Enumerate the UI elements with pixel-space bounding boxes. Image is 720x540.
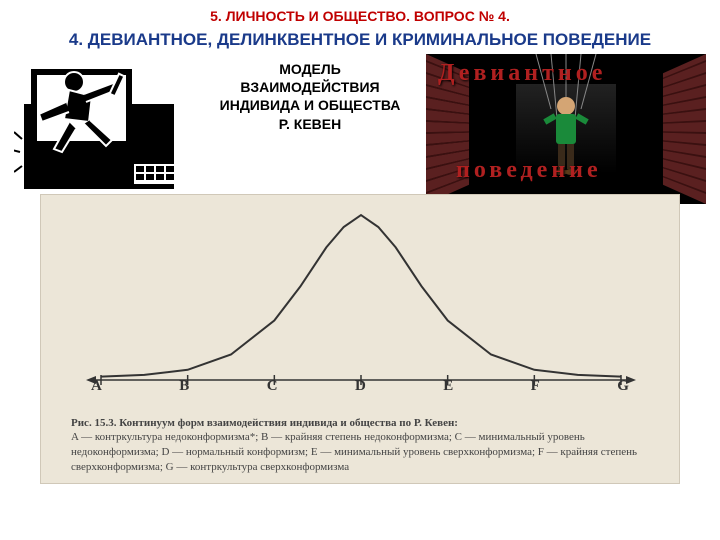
center-caption: МОДЕЛЬ ВЗАИМОДЕЙСТВИЯ ИНДИВИДА И ОБЩЕСТВ…: [215, 54, 405, 133]
left-illustration: [14, 54, 194, 204]
caption-title: Рис. 15.3. Континуум форм взаимодействия…: [71, 417, 458, 429]
tick-label: E: [443, 378, 453, 395]
images-row: МОДЕЛЬ ВЗАИМОДЕЙСТВИЯ ИНДИВИДА И ОБЩЕСТВ…: [0, 54, 720, 204]
right-illustration: Девиантное поведение: [426, 54, 706, 204]
bell-curve-chart: A B C D E F G Рис. 15.3. Континуум форм взаимо…: [40, 194, 680, 484]
tick-label: C: [267, 378, 278, 395]
tick-label: B: [179, 378, 189, 395]
tick-label: A: [91, 378, 102, 395]
overlay-text-bottom: поведение: [456, 157, 602, 184]
page-title: 4. ДЕВИАНТНОЕ, ДЕЛИНКВЕНТНОЕ И КРИМИНАЛЬ…: [0, 24, 720, 54]
axis-labels: A B C D E F G: [41, 378, 679, 395]
tick-label: D: [355, 378, 366, 395]
overlay-text-top: Девиантное: [438, 60, 606, 87]
section-header: 5. ЛИЧНОСТЬ И ОБЩЕСТВО. ВОПРОС № 4.: [0, 0, 720, 24]
tick-label: F: [531, 378, 540, 395]
caption-body: A — контркультура недоконформизма*; B — …: [71, 431, 637, 473]
chart-caption: Рис. 15.3. Континуум форм взаимодействия…: [71, 416, 649, 475]
tick-label: G: [617, 378, 629, 395]
